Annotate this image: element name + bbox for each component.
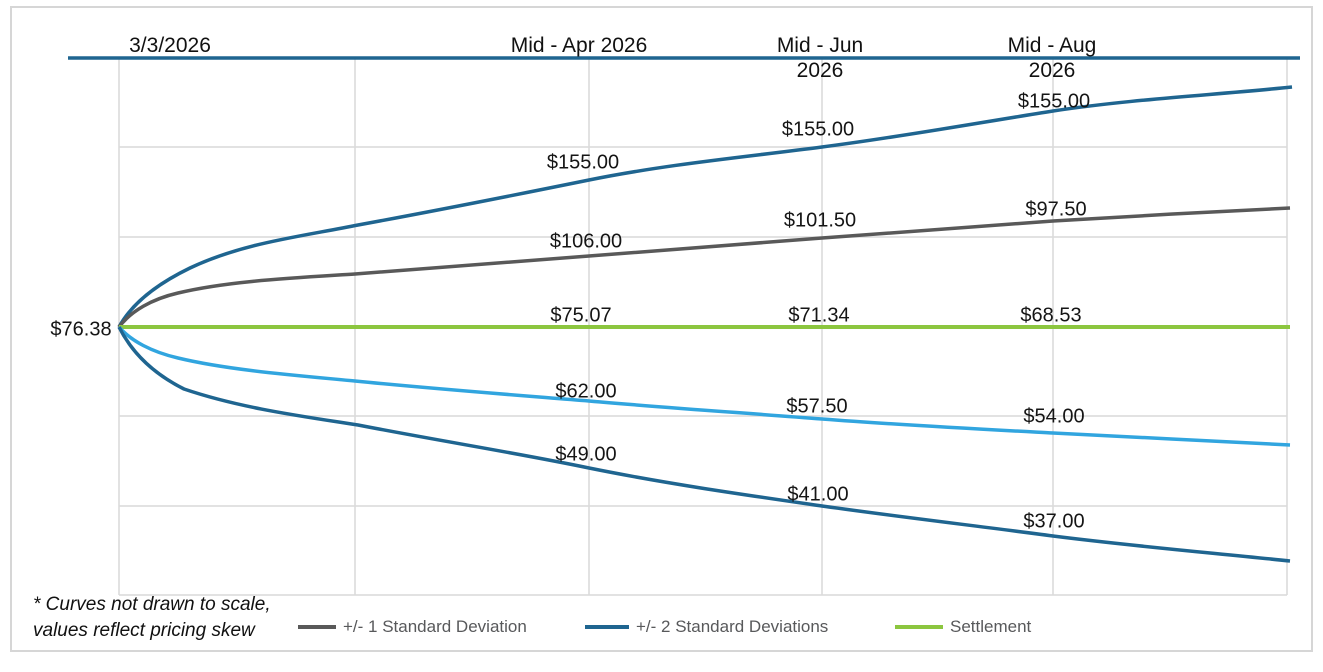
legend-swatch-sd2-icon	[585, 625, 629, 629]
data-label-sd1l-aug: $54.00	[1023, 405, 1085, 428]
data-label-sd1u-jun: $101.50	[783, 209, 857, 232]
series-sd2-lower-line	[117, 326, 1291, 563]
category-label-mid-apr: Mid - Apr 2026	[510, 34, 648, 57]
legend-label-sd1: +/- 1 Standard Deviation	[343, 617, 527, 636]
data-label-settle-aug: $68.53	[1020, 304, 1082, 327]
footnote-line-1: * Curves not drawn to scale,	[33, 594, 271, 615]
series-sd1-lower-line	[117, 325, 1291, 447]
legend-label-sd2: +/- 2 Standard Deviations	[636, 617, 829, 636]
data-label-settle-apr: $75.07	[550, 304, 612, 327]
series-sd2-upper-line	[117, 85, 1293, 328]
category-label-start: 3/3/2026	[129, 34, 211, 57]
data-label-sd2u-aug: $155.00	[1017, 90, 1091, 113]
legend-item-sd1: +/- 1 Standard Deviation	[298, 616, 527, 638]
footnote-line-2: values reflect pricing skew	[33, 620, 255, 641]
series-sd1-upper-line	[117, 206, 1291, 329]
data-label-sd1l-jun: $57.50	[786, 395, 848, 418]
data-label-sd2l-aug: $37.00	[1023, 510, 1085, 533]
data-label-sd2u-apr: $155.00	[546, 151, 620, 174]
legend-label-settlement: Settlement	[950, 617, 1032, 636]
legend-swatch-settlement-icon	[895, 625, 943, 629]
data-label-sd1u-apr: $106.00	[549, 230, 623, 253]
data-label-sd1u-aug: $97.50	[1025, 198, 1087, 221]
start-value-label: $76.38	[50, 318, 112, 341]
data-label-settle-jun: $71.34	[788, 304, 850, 327]
category-label-mid-aug: Mid - Aug 2026	[1007, 34, 1097, 82]
category-label-mid-jun: Mid - Jun 2026	[776, 34, 864, 82]
legend-item-settlement: Settlement	[895, 616, 1031, 638]
footnote: * Curves not drawn to scale, values refl…	[33, 592, 271, 644]
data-label-sd2u-jun: $155.00	[781, 118, 855, 141]
legend-swatch-sd1-icon	[298, 625, 336, 629]
data-label-sd2l-jun: $41.00	[787, 483, 849, 506]
data-label-sd2l-apr: $49.00	[555, 443, 617, 466]
data-label-sd1l-apr: $62.00	[555, 380, 617, 403]
legend-item-sd2: +/- 2 Standard Deviations	[585, 616, 828, 638]
